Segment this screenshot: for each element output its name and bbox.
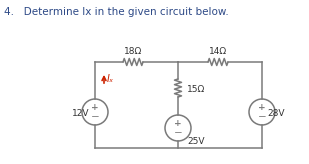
Text: 4.   Determine Ix in the given circuit below.: 4. Determine Ix in the given circuit bel… — [4, 7, 229, 17]
Text: 25V: 25V — [187, 137, 205, 146]
Text: +: + — [258, 103, 266, 112]
Text: −: − — [174, 128, 182, 138]
Text: −: − — [91, 112, 99, 122]
Text: 12V: 12V — [71, 110, 89, 119]
Text: 18Ω: 18Ω — [124, 47, 142, 56]
Text: +: + — [91, 103, 99, 112]
Text: −: − — [258, 112, 266, 122]
Text: 14Ω: 14Ω — [209, 47, 227, 56]
Text: 28V: 28V — [267, 110, 285, 119]
Text: +: + — [174, 119, 182, 128]
Text: 15Ω: 15Ω — [187, 85, 205, 94]
Text: Iₓ: Iₓ — [107, 74, 114, 84]
